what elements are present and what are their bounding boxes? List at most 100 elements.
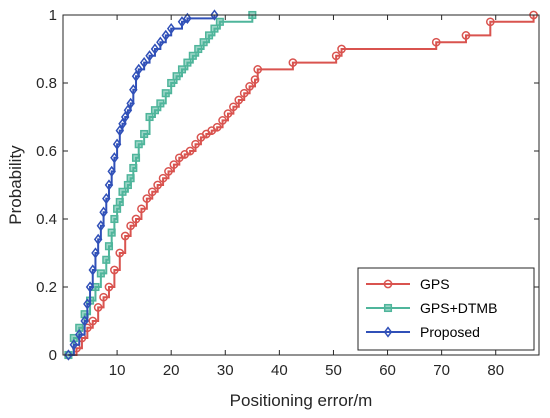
data-point [183,58,192,67]
legend-entry: GPS+DTMB [366,300,497,316]
legend-entry: GPS [366,276,450,292]
y-tick-label: 0 [49,347,57,364]
data-point [166,22,176,35]
data-point [169,160,179,169]
data-point [204,31,214,40]
data-point [150,106,160,115]
x-tick-label: 10 [109,362,126,379]
data-point [93,303,103,312]
data-point [239,88,249,98]
legend-marker [383,279,393,289]
x-tick-label: 70 [433,362,450,379]
data-point [83,298,92,310]
data-point [156,99,165,108]
x-tick-label: 30 [217,362,234,379]
data-point [118,187,127,196]
data-point [288,58,298,67]
data-point [69,339,79,351]
data-point [156,36,165,48]
data-point [331,51,341,61]
data-point [177,16,187,28]
data-point [161,89,170,98]
data-point [210,24,219,33]
data-point [215,17,224,26]
x-tick-label: 80 [487,362,504,379]
x-axis-label: Positioning error/m [230,391,373,410]
legend-entry: Proposed [366,324,480,340]
data-point [96,220,106,232]
legend-marker [383,326,393,338]
data-point [191,139,200,149]
data-point [110,265,119,275]
data-point [91,247,100,259]
data-point [229,102,238,112]
legend-label: Proposed [420,324,480,340]
x-tick-label: 40 [271,362,288,379]
legend-label: GPS [420,276,450,292]
data-point [337,44,346,54]
data-point [183,12,192,25]
data-point [167,78,176,88]
data-point [194,44,203,54]
data-point [126,174,135,183]
data-point [107,165,116,178]
data-point [104,242,114,251]
data-point [461,31,471,40]
data-point [131,70,141,82]
data-point [172,72,181,81]
data-point [102,255,111,264]
data-point [145,50,154,62]
data-point [99,206,108,218]
data-point [123,180,132,190]
data-point [218,116,227,125]
series-proposed [64,9,219,361]
data-point [120,231,130,241]
data-point [139,56,149,69]
data-point [142,194,152,203]
y-tick-label: 0.4 [36,211,57,228]
x-tick-label: 20 [163,362,180,379]
data-point [140,129,149,139]
data-point [158,173,168,183]
data-point [188,51,197,60]
data-point [164,167,173,176]
legend-label: GPS+DTMB [420,300,497,316]
y-tick-label: 1 [49,7,57,24]
data-point [110,152,119,164]
data-point [93,233,103,246]
data-point [96,269,105,278]
data-point [253,65,263,74]
data-point [485,17,495,27]
series-line [68,15,535,356]
data-point [129,84,138,96]
legend: GPS GPS+DTMB Proposed [357,267,535,351]
data-point [126,97,135,110]
data-point [115,248,125,258]
data-point [110,214,119,224]
y-tick-label: 0.8 [36,75,57,92]
data-point [104,179,114,191]
data-point [112,138,122,150]
data-point [177,65,187,74]
data-point [210,9,219,21]
data-point [99,292,108,302]
data-point [115,197,124,207]
ticks-layer: 10 20 30 40 50 60 70 80 0 0.2 0.4 0.6 0.8 1 [36,7,539,379]
data-point [145,112,154,122]
data-point [123,104,133,116]
y-tick-label: 0.6 [36,143,57,160]
data-point [137,204,146,214]
y-axis-label: Probability [6,145,25,225]
data-point [80,315,89,327]
plot-frame [62,14,540,356]
data-point [150,43,160,55]
data-point [107,228,116,237]
data-point [161,29,171,42]
data-point [126,221,135,231]
data-point [88,264,97,276]
data-point [102,192,111,205]
x-tick-label: 50 [325,362,342,379]
data-point [118,118,127,130]
data-point [131,153,141,162]
data-point [185,146,195,156]
